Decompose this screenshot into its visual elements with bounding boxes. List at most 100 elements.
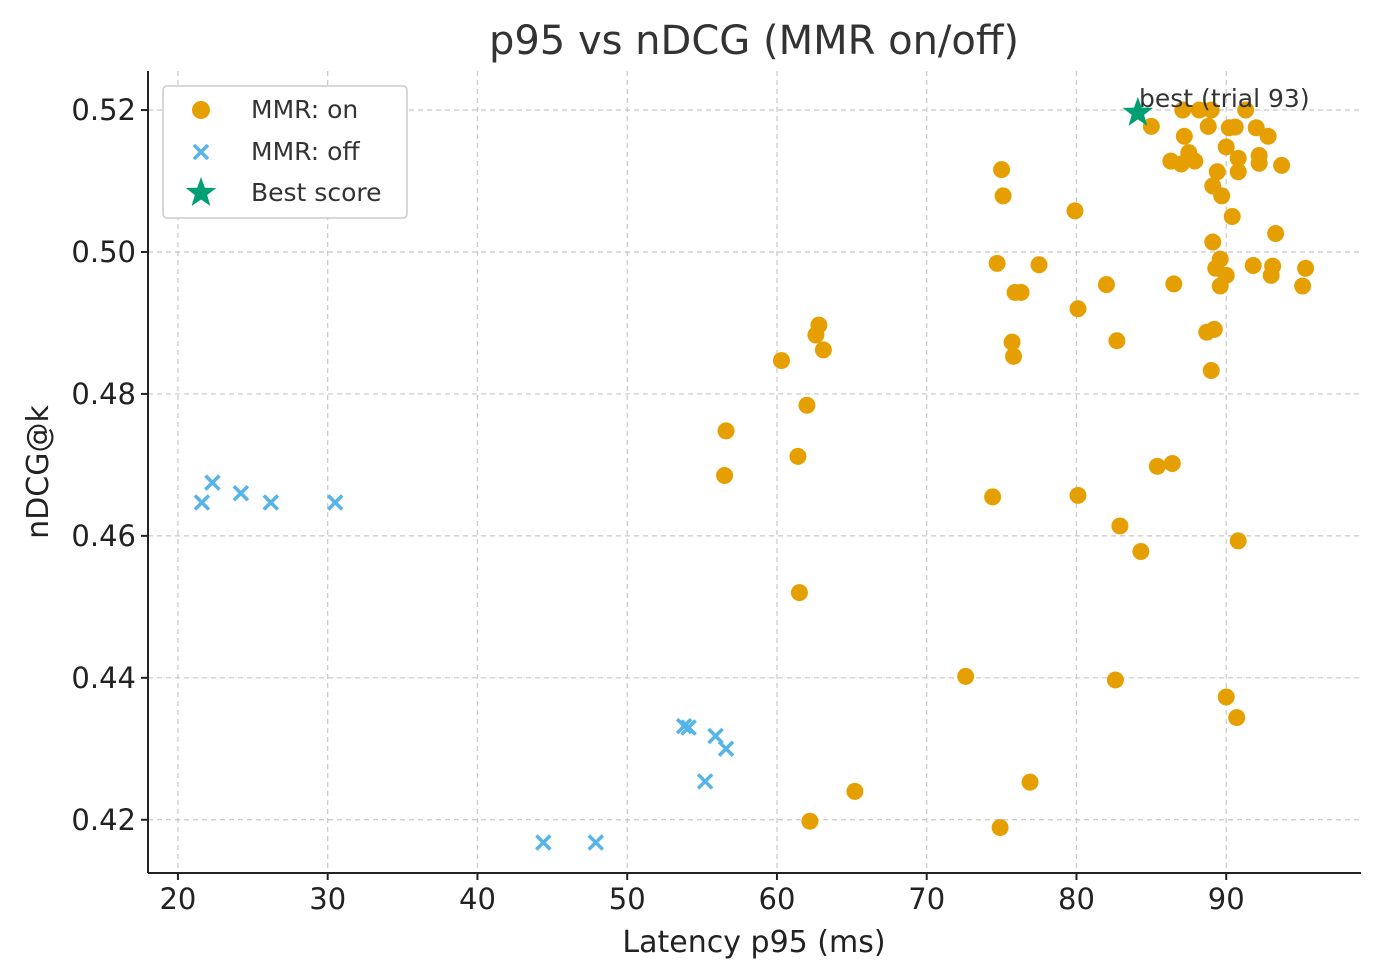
legend-label-on: MMR: on (251, 95, 358, 124)
point-mmr-on (1030, 256, 1048, 274)
point-mmr-on (801, 812, 819, 830)
point-mmr-on (1199, 117, 1217, 135)
y-tick-label: 0.48 (71, 377, 136, 411)
point-mmr-on (1069, 486, 1087, 504)
point-mmr-on (1213, 187, 1231, 205)
point-mmr-on (798, 396, 816, 414)
x-tick-label: 50 (609, 882, 646, 916)
point-mmr-on (1142, 117, 1160, 135)
point-mmr-off (535, 834, 552, 851)
point-mmr-on (1229, 532, 1247, 550)
legend-label-best: Best score (251, 178, 381, 207)
legend-marker-on (192, 101, 210, 119)
point-mmr-off (696, 773, 714, 790)
y-axis-ticks: 0.42 0.44 0.46 0.48 0.50 0.52 (71, 93, 148, 837)
y-tick-label: 0.42 (71, 803, 136, 837)
point-mmr-on (1148, 457, 1166, 475)
point-mmr-on (1208, 163, 1226, 181)
point-mmr-off (232, 485, 250, 502)
point-mmr-on (957, 667, 975, 685)
legend-marker-off (192, 143, 210, 161)
point-mmr-on (1108, 332, 1126, 350)
point-mmr-on (1097, 276, 1115, 294)
x-axis-label: Latency p95 (ms) (622, 925, 885, 960)
point-mmr-off (326, 494, 344, 511)
point-mmr-on (1217, 138, 1235, 156)
point-mmr-on (772, 352, 790, 370)
point-mmr-on (1273, 156, 1291, 174)
point-mmr-on (1294, 277, 1312, 295)
point-mmr-on (810, 316, 828, 334)
point-mmr-on (1163, 454, 1181, 472)
grid-lines (148, 71, 1361, 873)
point-mmr-on (1174, 101, 1192, 119)
point-mmr-off (193, 494, 211, 511)
point-mmr-on (1205, 320, 1223, 338)
x-tick-label: 80 (1058, 882, 1095, 916)
point-mmr-on (1204, 233, 1222, 251)
x-tick-label: 20 (159, 882, 196, 916)
point-best-score (1122, 96, 1154, 126)
point-mmr-on (1106, 671, 1124, 689)
chart-title: p95 vs nDCG (MMR on/off) (489, 18, 1019, 64)
point-mmr-on (846, 782, 864, 800)
y-tick-label: 0.44 (71, 661, 136, 695)
point-mmr-on (1132, 542, 1150, 560)
point-mmr-on (1228, 709, 1246, 727)
point-mmr-on (1175, 127, 1193, 145)
point-mmr-on (1250, 146, 1268, 164)
point-mmr-off (675, 717, 693, 735)
point-mmr-on (1264, 257, 1282, 275)
point-mmr-on (716, 467, 734, 485)
point-mmr-on (993, 161, 1011, 179)
point-mmr-on (988, 254, 1006, 272)
point-mmr-off (587, 834, 604, 851)
point-mmr-on (1229, 163, 1247, 181)
legend: MMR: on MMR: off Best score (162, 85, 408, 219)
point-mmr-on (1012, 283, 1030, 301)
point-mmr-on (1259, 127, 1277, 145)
y-tick-label: 0.46 (71, 519, 136, 553)
point-mmr-on (1237, 101, 1255, 119)
y-axis-label: nDCG@k (21, 405, 56, 539)
point-mmr-on (1190, 101, 1208, 119)
point-mmr-on (1202, 101, 1220, 119)
point-mmr-on (1229, 149, 1247, 167)
point-mmr-on (1247, 119, 1265, 137)
point-mmr-on (1165, 275, 1183, 293)
x-tick-label: 70 (908, 882, 945, 916)
legend-marker-best (185, 177, 217, 206)
point-mmr-on (1297, 259, 1315, 277)
point-mmr-on (1003, 333, 1021, 351)
point-mmr-on (814, 341, 832, 359)
y-tick-label: 0.52 (71, 93, 136, 127)
point-mmr-off (262, 494, 280, 511)
point-mmr-on (1217, 688, 1235, 706)
point-mmr-on (1267, 225, 1285, 243)
point-mmr-on (1186, 152, 1204, 170)
legend-label-off: MMR: off (251, 137, 360, 166)
point-mmr-off (717, 740, 735, 758)
x-tick-label: 30 (309, 882, 346, 916)
point-mmr-on (790, 584, 808, 602)
point-mmr-on (1111, 517, 1129, 535)
point-mmr-on (991, 819, 1009, 837)
y-tick-label: 0.50 (71, 235, 136, 269)
point-mmr-on (1066, 202, 1084, 220)
point-mmr-on (984, 488, 1002, 506)
x-tick-label: 60 (759, 882, 796, 916)
x-tick-label: 40 (459, 882, 496, 916)
point-mmr-on (717, 422, 735, 440)
best-annotation: best (trial 93) (1139, 84, 1310, 113)
point-mmr-on (1211, 250, 1229, 268)
data-points (193, 96, 1315, 851)
point-mmr-on (1202, 362, 1220, 380)
point-mmr-on (994, 187, 1012, 205)
point-mmr-off (680, 719, 697, 736)
point-mmr-on (1217, 266, 1235, 284)
point-mmr-on (1005, 347, 1023, 365)
point-mmr-on (1226, 118, 1244, 136)
legend-box (162, 85, 408, 219)
x-tick-label: 90 (1208, 882, 1245, 916)
